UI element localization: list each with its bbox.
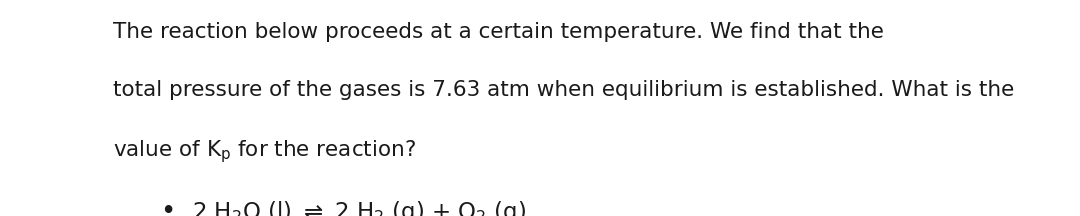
Text: 2 H$_2$O (l) $\rightleftharpoons$ 2 H$_2$ (g) + O$_2$ (g): 2 H$_2$O (l) $\rightleftharpoons$ 2 H$_2…	[192, 199, 527, 216]
Text: •: •	[160, 199, 175, 216]
Text: total pressure of the gases is 7.63 atm when equilibrium is established. What is: total pressure of the gases is 7.63 atm …	[113, 80, 1014, 100]
Text: value of K$_{\mathrm{p}}$ for the reaction?: value of K$_{\mathrm{p}}$ for the reacti…	[113, 138, 417, 165]
Text: The reaction below proceeds at a certain temperature. We find that the: The reaction below proceeds at a certain…	[113, 22, 885, 42]
